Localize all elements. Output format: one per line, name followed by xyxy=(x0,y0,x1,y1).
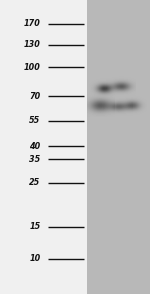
Text: 170: 170 xyxy=(24,19,40,28)
Text: 35: 35 xyxy=(29,155,40,164)
Text: 10: 10 xyxy=(29,254,40,263)
Text: 130: 130 xyxy=(24,40,40,49)
Bar xyxy=(87,0,150,294)
Text: 100: 100 xyxy=(24,63,40,71)
Text: 15: 15 xyxy=(29,223,40,231)
Text: 55: 55 xyxy=(29,116,40,125)
Bar xyxy=(0,0,87,294)
Text: 70: 70 xyxy=(29,92,40,101)
Text: 40: 40 xyxy=(29,142,40,151)
Text: 25: 25 xyxy=(29,178,40,187)
